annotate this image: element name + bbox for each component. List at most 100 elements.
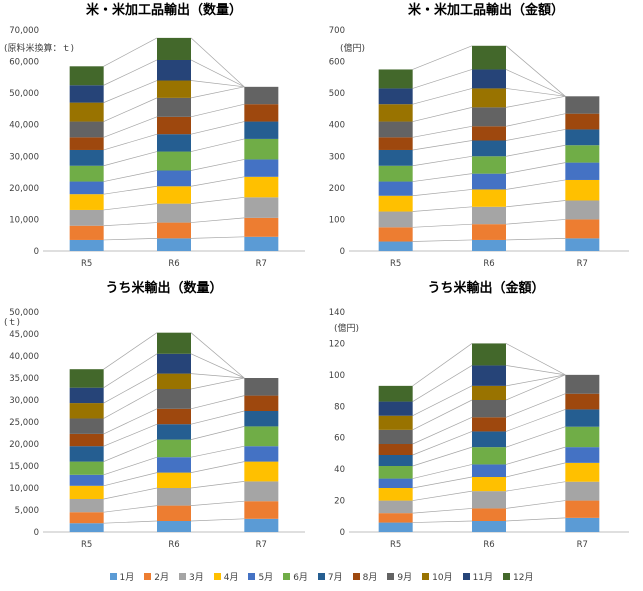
bar-segment	[565, 145, 600, 163]
series-line	[190, 37, 245, 88]
bar-segment	[378, 429, 413, 444]
bar-segment	[157, 238, 191, 251]
series-line	[103, 151, 158, 167]
bar-segment	[565, 200, 600, 220]
legend-swatch	[462, 572, 470, 580]
y-tick-label: 80	[334, 402, 345, 412]
legend-swatch	[387, 572, 395, 580]
bar-segment	[472, 206, 506, 225]
series-line	[505, 393, 566, 418]
bar-segment	[565, 238, 600, 251]
series-line	[103, 456, 158, 476]
y-tick-label: 10,000	[9, 484, 39, 494]
series-line	[412, 239, 473, 242]
bar-segment	[69, 418, 104, 434]
bar-segment	[157, 97, 191, 117]
series-line	[412, 140, 473, 151]
bar-segment	[69, 194, 104, 210]
x-tick-label: R6	[483, 540, 494, 550]
series-line	[412, 365, 473, 402]
bar-segment	[157, 373, 191, 389]
y-tick-label: 40	[334, 465, 345, 475]
y-tick-label: 60	[334, 434, 345, 444]
x-tick-label: R6	[483, 259, 494, 269]
legend-item: 6月	[283, 570, 308, 583]
series-line	[505, 462, 566, 478]
bar-segment	[244, 501, 279, 519]
legend-swatch	[422, 572, 430, 580]
legend-item: 9月	[387, 570, 412, 583]
legend-swatch	[178, 572, 186, 580]
series-line	[190, 373, 245, 379]
legend-label: 4月	[223, 572, 239, 583]
legend-label: 12月	[513, 572, 534, 583]
y-tick-label: 25,000	[9, 418, 39, 428]
series-line	[190, 236, 245, 239]
series-line	[505, 88, 566, 97]
series-line	[412, 385, 473, 417]
chart-rice-volume: うち米輸出（数量） (ｔ) 0 5,000 10,000 15,000 20,000 25,0…	[4, 280, 305, 550]
bar-segment	[157, 488, 191, 506]
bar-segment	[157, 505, 191, 521]
series-line	[412, 476, 473, 489]
y-tick-label: 0	[340, 247, 345, 257]
y-tick-label: 30,000	[9, 152, 39, 162]
bar-segment	[69, 474, 104, 486]
unit-label: (ｔ)	[4, 318, 20, 328]
legend-label: 7月	[327, 572, 343, 583]
x-tick-label: R7	[577, 540, 588, 550]
bar-segment	[472, 69, 506, 89]
series-line	[505, 409, 566, 432]
y-tick-label: 40,000	[9, 121, 39, 131]
bar-segment	[378, 149, 413, 166]
series-line	[190, 481, 245, 489]
y-tick-label: 0	[34, 247, 39, 257]
legend-item: 12月	[503, 570, 533, 583]
y-tick-label: 700	[329, 26, 345, 36]
x-tick-label: R5	[390, 540, 401, 550]
series-line	[103, 80, 158, 103]
legend-swatch	[248, 572, 256, 580]
bar-segment	[244, 518, 279, 532]
bar-segment	[244, 395, 279, 411]
legend-swatch	[144, 572, 152, 580]
bar-segment	[69, 149, 104, 166]
bar-segment	[378, 455, 413, 466]
series-line	[412, 125, 473, 138]
bar-segment	[472, 521, 506, 532]
series-line	[505, 219, 566, 225]
series-line	[190, 176, 245, 187]
bar-segment	[244, 176, 279, 198]
y-tick-label: 30,000	[9, 396, 39, 406]
series-line	[103, 439, 158, 462]
y-tick-label: 600	[329, 58, 345, 68]
bar-segment	[157, 424, 191, 440]
series-line	[505, 95, 566, 108]
legend-label: 8月	[362, 572, 378, 583]
series-line	[103, 332, 158, 370]
series-line	[505, 365, 566, 376]
bar-segment	[378, 69, 413, 89]
bar-segment	[565, 162, 600, 180]
series-line	[412, 490, 473, 501]
legend-label: 6月	[293, 572, 308, 583]
y-tick-label: 40,000	[9, 352, 39, 362]
bar-segment	[378, 488, 413, 501]
chart-title: うち米輸出（金額）	[427, 280, 544, 296]
bar-segment	[69, 225, 104, 240]
series-line	[412, 223, 473, 228]
bar-segment	[565, 447, 600, 463]
series-line	[103, 222, 158, 227]
series-line	[190, 103, 245, 118]
series-line	[505, 45, 566, 97]
bar-segment	[157, 37, 191, 60]
legend-label: 5月	[258, 572, 274, 583]
bar-segment	[472, 156, 506, 174]
bar-segment	[69, 181, 104, 195]
series-line	[412, 69, 473, 89]
y-tick-label: 20,000	[9, 184, 39, 194]
x-tick-label: R5	[81, 259, 92, 269]
y-tick-label: 35,000	[9, 374, 39, 384]
y-tick-label: 100	[329, 371, 345, 381]
series-line	[103, 505, 158, 513]
